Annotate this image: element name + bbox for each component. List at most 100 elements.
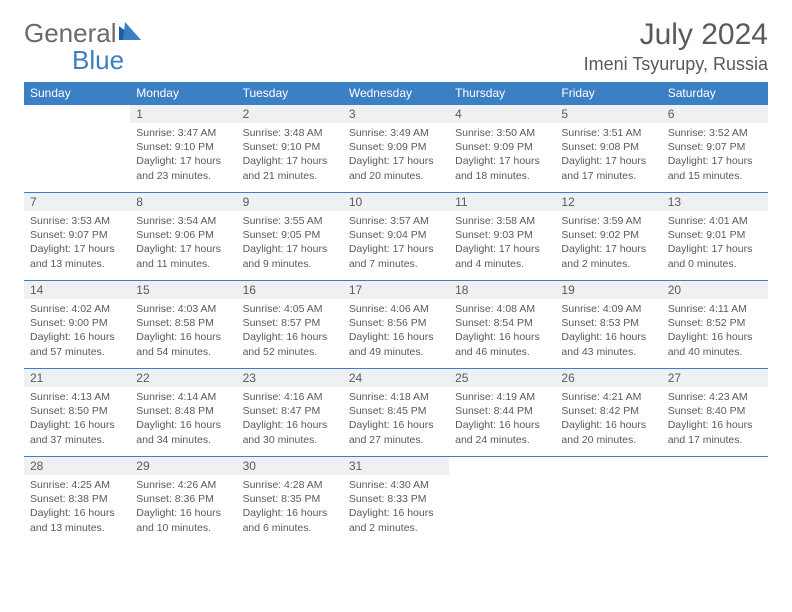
calendar-week-row: 1Sunrise: 3:47 AMSunset: 9:10 PMDaylight… bbox=[24, 105, 768, 193]
day-body: Sunrise: 3:47 AMSunset: 9:10 PMDaylight:… bbox=[130, 123, 236, 189]
calendar-day-cell: 20Sunrise: 4:11 AMSunset: 8:52 PMDayligh… bbox=[662, 281, 768, 369]
day-number: 28 bbox=[24, 457, 130, 475]
calendar-day-cell: 18Sunrise: 4:08 AMSunset: 8:54 PMDayligh… bbox=[449, 281, 555, 369]
calendar-day-cell: 19Sunrise: 4:09 AMSunset: 8:53 PMDayligh… bbox=[555, 281, 661, 369]
day-number: 16 bbox=[237, 281, 343, 299]
calendar-week-row: 21Sunrise: 4:13 AMSunset: 8:50 PMDayligh… bbox=[24, 369, 768, 457]
day-number: 5 bbox=[555, 105, 661, 123]
day-body: Sunrise: 4:06 AMSunset: 8:56 PMDaylight:… bbox=[343, 299, 449, 365]
calendar-day-cell: 21Sunrise: 4:13 AMSunset: 8:50 PMDayligh… bbox=[24, 369, 130, 457]
day-number: 21 bbox=[24, 369, 130, 387]
day-number: 19 bbox=[555, 281, 661, 299]
calendar-day-cell: 7Sunrise: 3:53 AMSunset: 9:07 PMDaylight… bbox=[24, 193, 130, 281]
calendar-day-cell: 9Sunrise: 3:55 AMSunset: 9:05 PMDaylight… bbox=[237, 193, 343, 281]
location-subtitle: Imeni Tsyurupy, Russia bbox=[584, 54, 768, 75]
day-number: 29 bbox=[130, 457, 236, 475]
brand-part2: Blue bbox=[72, 45, 141, 76]
day-number: 8 bbox=[130, 193, 236, 211]
day-body: Sunrise: 3:49 AMSunset: 9:09 PMDaylight:… bbox=[343, 123, 449, 189]
calendar-day-cell: 11Sunrise: 3:58 AMSunset: 9:03 PMDayligh… bbox=[449, 193, 555, 281]
weekday-header: Tuesday bbox=[237, 82, 343, 105]
day-number: 30 bbox=[237, 457, 343, 475]
calendar-week-row: 28Sunrise: 4:25 AMSunset: 8:38 PMDayligh… bbox=[24, 457, 768, 545]
day-number: 4 bbox=[449, 105, 555, 123]
calendar-day-cell: 1Sunrise: 3:47 AMSunset: 9:10 PMDaylight… bbox=[130, 105, 236, 193]
calendar-day-cell: 31Sunrise: 4:30 AMSunset: 8:33 PMDayligh… bbox=[343, 457, 449, 545]
day-body: Sunrise: 3:57 AMSunset: 9:04 PMDaylight:… bbox=[343, 211, 449, 277]
weekday-header: Friday bbox=[555, 82, 661, 105]
weekday-header: Wednesday bbox=[343, 82, 449, 105]
calendar-day-cell: 3Sunrise: 3:49 AMSunset: 9:09 PMDaylight… bbox=[343, 105, 449, 193]
calendar-day-cell: 4Sunrise: 3:50 AMSunset: 9:09 PMDaylight… bbox=[449, 105, 555, 193]
day-number: 12 bbox=[555, 193, 661, 211]
brand-logo: General Blue bbox=[24, 18, 141, 76]
title-block: July 2024 Imeni Tsyurupy, Russia bbox=[584, 18, 768, 75]
day-number: 27 bbox=[662, 369, 768, 387]
day-body: Sunrise: 4:16 AMSunset: 8:47 PMDaylight:… bbox=[237, 387, 343, 453]
day-number: 31 bbox=[343, 457, 449, 475]
calendar-day-cell: 14Sunrise: 4:02 AMSunset: 9:00 PMDayligh… bbox=[24, 281, 130, 369]
day-body: Sunrise: 3:59 AMSunset: 9:02 PMDaylight:… bbox=[555, 211, 661, 277]
month-title: July 2024 bbox=[584, 18, 768, 52]
calendar-day-cell bbox=[449, 457, 555, 545]
day-number: 26 bbox=[555, 369, 661, 387]
day-number: 13 bbox=[662, 193, 768, 211]
calendar-day-cell: 8Sunrise: 3:54 AMSunset: 9:06 PMDaylight… bbox=[130, 193, 236, 281]
day-number: 24 bbox=[343, 369, 449, 387]
calendar-day-cell: 5Sunrise: 3:51 AMSunset: 9:08 PMDaylight… bbox=[555, 105, 661, 193]
day-number: 20 bbox=[662, 281, 768, 299]
calendar-day-cell: 10Sunrise: 3:57 AMSunset: 9:04 PMDayligh… bbox=[343, 193, 449, 281]
calendar-day-cell: 30Sunrise: 4:28 AMSunset: 8:35 PMDayligh… bbox=[237, 457, 343, 545]
calendar-day-cell: 6Sunrise: 3:52 AMSunset: 9:07 PMDaylight… bbox=[662, 105, 768, 193]
calendar-day-cell: 28Sunrise: 4:25 AMSunset: 8:38 PMDayligh… bbox=[24, 457, 130, 545]
day-body: Sunrise: 4:14 AMSunset: 8:48 PMDaylight:… bbox=[130, 387, 236, 453]
day-number: 1 bbox=[130, 105, 236, 123]
day-number: 11 bbox=[449, 193, 555, 211]
calendar-day-cell: 17Sunrise: 4:06 AMSunset: 8:56 PMDayligh… bbox=[343, 281, 449, 369]
day-body: Sunrise: 4:08 AMSunset: 8:54 PMDaylight:… bbox=[449, 299, 555, 365]
calendar-day-cell: 25Sunrise: 4:19 AMSunset: 8:44 PMDayligh… bbox=[449, 369, 555, 457]
day-body: Sunrise: 4:18 AMSunset: 8:45 PMDaylight:… bbox=[343, 387, 449, 453]
calendar-day-cell: 13Sunrise: 4:01 AMSunset: 9:01 PMDayligh… bbox=[662, 193, 768, 281]
calendar-day-cell: 16Sunrise: 4:05 AMSunset: 8:57 PMDayligh… bbox=[237, 281, 343, 369]
day-body: Sunrise: 4:25 AMSunset: 8:38 PMDaylight:… bbox=[24, 475, 130, 541]
calendar-body: 1Sunrise: 3:47 AMSunset: 9:10 PMDaylight… bbox=[24, 105, 768, 545]
day-number: 23 bbox=[237, 369, 343, 387]
day-body: Sunrise: 3:50 AMSunset: 9:09 PMDaylight:… bbox=[449, 123, 555, 189]
day-number: 10 bbox=[343, 193, 449, 211]
day-number: 18 bbox=[449, 281, 555, 299]
weekday-header: Thursday bbox=[449, 82, 555, 105]
day-number: 6 bbox=[662, 105, 768, 123]
calendar-day-cell: 2Sunrise: 3:48 AMSunset: 9:10 PMDaylight… bbox=[237, 105, 343, 193]
day-body: Sunrise: 3:55 AMSunset: 9:05 PMDaylight:… bbox=[237, 211, 343, 277]
day-body: Sunrise: 4:01 AMSunset: 9:01 PMDaylight:… bbox=[662, 211, 768, 277]
day-body: Sunrise: 3:48 AMSunset: 9:10 PMDaylight:… bbox=[237, 123, 343, 189]
day-number: 3 bbox=[343, 105, 449, 123]
weekday-header: Saturday bbox=[662, 82, 768, 105]
day-body: Sunrise: 3:58 AMSunset: 9:03 PMDaylight:… bbox=[449, 211, 555, 277]
day-number: 25 bbox=[449, 369, 555, 387]
calendar-day-cell: 12Sunrise: 3:59 AMSunset: 9:02 PMDayligh… bbox=[555, 193, 661, 281]
weekday-header: Monday bbox=[130, 82, 236, 105]
day-body: Sunrise: 4:09 AMSunset: 8:53 PMDaylight:… bbox=[555, 299, 661, 365]
calendar-header-row: SundayMondayTuesdayWednesdayThursdayFrid… bbox=[24, 82, 768, 105]
day-body: Sunrise: 4:23 AMSunset: 8:40 PMDaylight:… bbox=[662, 387, 768, 453]
day-body: Sunrise: 4:19 AMSunset: 8:44 PMDaylight:… bbox=[449, 387, 555, 453]
day-body: Sunrise: 4:02 AMSunset: 9:00 PMDaylight:… bbox=[24, 299, 130, 365]
calendar-day-cell bbox=[555, 457, 661, 545]
day-number: 9 bbox=[237, 193, 343, 211]
calendar-day-cell: 23Sunrise: 4:16 AMSunset: 8:47 PMDayligh… bbox=[237, 369, 343, 457]
page-header: General Blue July 2024 Imeni Tsyurupy, R… bbox=[24, 18, 768, 76]
day-body: Sunrise: 4:21 AMSunset: 8:42 PMDaylight:… bbox=[555, 387, 661, 453]
day-body: Sunrise: 4:30 AMSunset: 8:33 PMDaylight:… bbox=[343, 475, 449, 541]
calendar-day-cell: 29Sunrise: 4:26 AMSunset: 8:36 PMDayligh… bbox=[130, 457, 236, 545]
day-body: Sunrise: 4:26 AMSunset: 8:36 PMDaylight:… bbox=[130, 475, 236, 541]
calendar-day-cell: 26Sunrise: 4:21 AMSunset: 8:42 PMDayligh… bbox=[555, 369, 661, 457]
calendar-day-cell: 24Sunrise: 4:18 AMSunset: 8:45 PMDayligh… bbox=[343, 369, 449, 457]
day-number: 22 bbox=[130, 369, 236, 387]
calendar-day-cell: 15Sunrise: 4:03 AMSunset: 8:58 PMDayligh… bbox=[130, 281, 236, 369]
day-body: Sunrise: 4:11 AMSunset: 8:52 PMDaylight:… bbox=[662, 299, 768, 365]
day-number: 17 bbox=[343, 281, 449, 299]
calendar-day-cell: 27Sunrise: 4:23 AMSunset: 8:40 PMDayligh… bbox=[662, 369, 768, 457]
day-body: Sunrise: 4:13 AMSunset: 8:50 PMDaylight:… bbox=[24, 387, 130, 453]
